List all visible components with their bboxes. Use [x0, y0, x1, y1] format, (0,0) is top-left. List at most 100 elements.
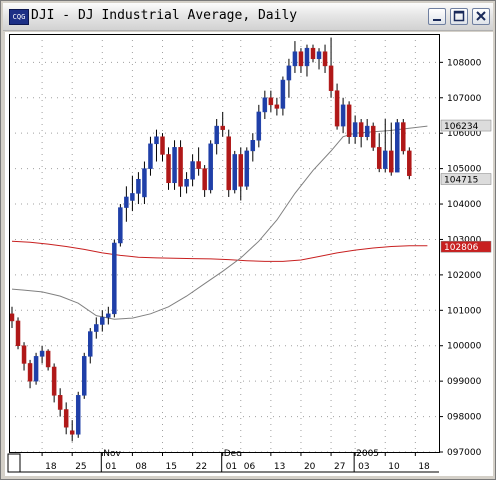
candle-down[interactable] — [178, 147, 183, 187]
candle-up[interactable] — [88, 331, 93, 357]
candle-up[interactable] — [244, 150, 250, 187]
y-tick-label: 100000 — [447, 342, 482, 352]
candle-up[interactable] — [100, 317, 105, 325]
candle-up[interactable] — [81, 356, 87, 396]
x-tick-label: 13 — [274, 462, 285, 472]
candle-up[interactable] — [33, 356, 39, 382]
candle-up[interactable] — [292, 51, 298, 67]
candle-up[interactable] — [75, 395, 81, 435]
maximize-icon — [453, 10, 465, 22]
candle-up[interactable] — [124, 196, 129, 208]
candle-down[interactable] — [15, 320, 21, 346]
candle-down[interactable] — [370, 125, 376, 148]
candle-up[interactable] — [382, 150, 388, 169]
candle-up[interactable] — [364, 125, 370, 137]
candle-up[interactable] — [130, 193, 135, 201]
candlestick-chart[interactable]: 097000 098000 099000 100000 101000 102000 1030… — [5, 32, 493, 476]
plot-area[interactable] — [9, 34, 439, 452]
candle-up[interactable] — [208, 143, 213, 191]
x-tick-label: 18 — [45, 462, 57, 472]
candle-up[interactable] — [106, 313, 111, 318]
candle-down[interactable] — [389, 150, 394, 173]
y-tick-label: 103000 — [447, 235, 482, 245]
y-tick-label: 097000 — [447, 448, 482, 458]
maximize-button[interactable] — [450, 8, 468, 25]
candle-up[interactable] — [286, 65, 292, 81]
candle-down[interactable] — [376, 147, 382, 169]
minimize-icon — [433, 19, 441, 21]
candle-up[interactable] — [262, 97, 268, 113]
price-flag — [440, 173, 492, 185]
x-tick-label: 18 — [418, 462, 430, 472]
x-tick-label: 06 — [244, 462, 256, 472]
y-tick-label: 106000 — [447, 129, 482, 139]
candle-down[interactable] — [45, 350, 51, 368]
candle-up[interactable] — [256, 111, 262, 141]
candle-down[interactable] — [202, 168, 207, 191]
candle-up[interactable] — [250, 140, 256, 152]
candle-up[interactable] — [136, 178, 141, 194]
candle-up[interactable] — [304, 47, 310, 67]
candle-up[interactable] — [340, 104, 346, 127]
candle-down[interactable] — [69, 430, 75, 435]
chart-area[interactable]: 097000 098000 099000 100000 101000 102000 1030… — [5, 32, 493, 476]
candle-down[interactable] — [334, 90, 340, 127]
candle-down[interactable] — [407, 150, 412, 176]
x-tick-label: 01 — [226, 462, 237, 472]
candle-down[interactable] — [328, 65, 334, 91]
x-tick-label: 03 — [358, 462, 369, 472]
x-tick-label: 22 — [196, 462, 207, 472]
candle-up[interactable] — [94, 324, 99, 332]
x-tick-label: 01 — [105, 462, 116, 472]
x-tick-label: 20 — [304, 462, 316, 472]
candle-down[interactable] — [322, 51, 328, 67]
candle-up[interactable] — [39, 350, 45, 357]
candle-down[interactable] — [220, 125, 225, 130]
window-title: DJI - DJ Industrial Average, Daily — [31, 8, 298, 23]
candle-down[interactable] — [21, 345, 27, 364]
title-bar[interactable]: CQG DJI - DJ Industrial Average, Daily — [3, 3, 493, 31]
candle-down[interactable] — [166, 154, 171, 184]
candle-up[interactable] — [316, 51, 322, 60]
candle-up[interactable] — [352, 122, 358, 137]
candle-up[interactable] — [172, 147, 177, 184]
candle-down[interactable] — [401, 122, 406, 152]
candle-down[interactable] — [346, 104, 352, 137]
y-tick-label: 101000 — [447, 306, 482, 316]
y-tick-label: 104000 — [447, 200, 482, 210]
close-icon — [476, 11, 486, 21]
candle-up[interactable] — [190, 161, 195, 180]
close-button[interactable] — [472, 8, 490, 25]
x-tick-label: 25 — [75, 462, 86, 472]
candle-down[interactable] — [310, 47, 316, 60]
candle-down[interactable] — [160, 136, 165, 155]
candle-up[interactable] — [142, 168, 147, 198]
candle-up[interactable] — [154, 136, 159, 145]
candle-down[interactable] — [226, 136, 231, 191]
candle-down[interactable] — [9, 313, 15, 322]
candle-up[interactable] — [280, 79, 286, 109]
candle-down[interactable] — [57, 395, 63, 410]
scroll-handle[interactable] — [7, 453, 21, 473]
candle-down[interactable] — [51, 366, 57, 396]
y-tick-label: 102000 — [447, 271, 482, 281]
candle-up[interactable] — [184, 178, 189, 187]
y-tick-label: 108000 — [447, 58, 482, 68]
candle-up[interactable] — [395, 122, 400, 173]
candle-up[interactable] — [118, 207, 123, 244]
candle-down[interactable] — [27, 363, 33, 382]
candle-up[interactable] — [112, 242, 117, 315]
candle-down[interactable] — [358, 122, 364, 137]
price-flag — [440, 240, 492, 253]
candle-up[interactable] — [232, 154, 237, 191]
candle-up[interactable] — [214, 125, 219, 145]
candle-down[interactable] — [63, 409, 69, 428]
candle-down[interactable] — [274, 104, 280, 109]
candle-up[interactable] — [148, 143, 153, 169]
candle-down[interactable] — [238, 154, 244, 187]
candle-down[interactable] — [298, 51, 304, 67]
candle-down[interactable] — [268, 97, 274, 106]
minimize-button[interactable] — [428, 8, 446, 25]
candle-down[interactable] — [196, 161, 201, 169]
